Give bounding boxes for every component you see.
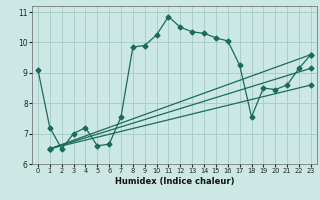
X-axis label: Humidex (Indice chaleur): Humidex (Indice chaleur) bbox=[115, 177, 234, 186]
